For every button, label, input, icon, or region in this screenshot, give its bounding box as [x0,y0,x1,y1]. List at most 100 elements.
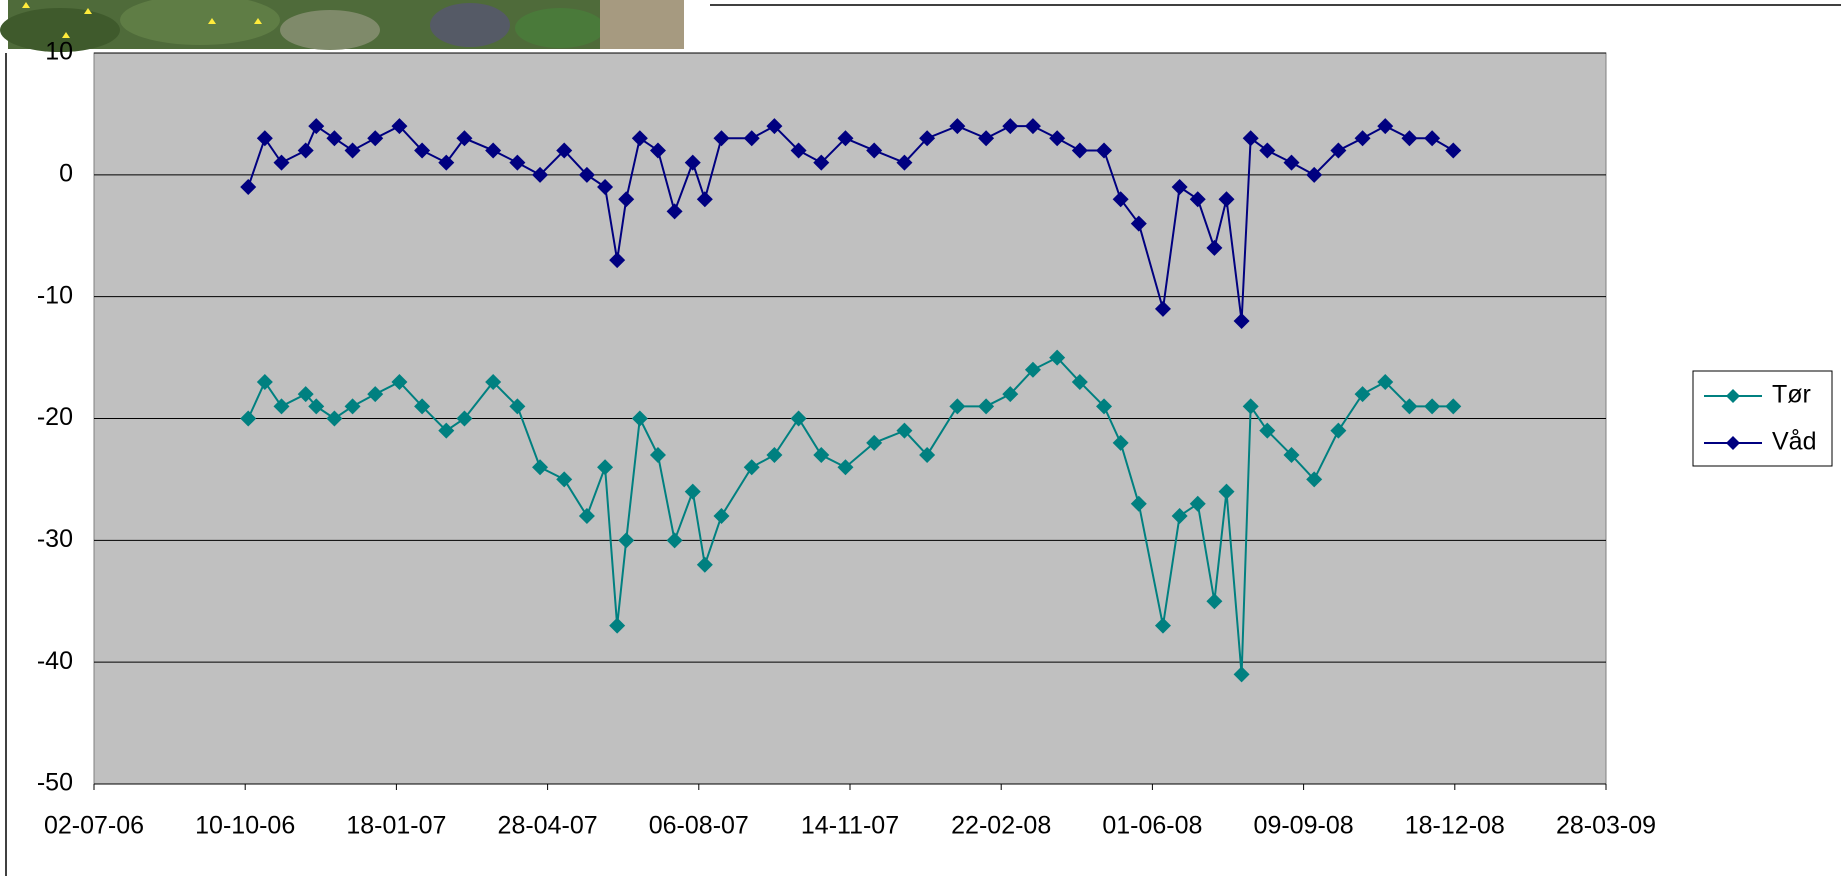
data-point [696,191,713,208]
data-point [273,398,290,415]
data-point [1206,239,1223,256]
data-point [1330,422,1347,439]
data-point [1283,154,1300,171]
data-point [578,507,595,524]
y-tick-label: -40 [37,647,73,675]
data-point [866,434,883,451]
data-point [256,130,273,147]
data-point [1112,434,1129,451]
data-point [256,373,273,390]
data-point [414,398,431,415]
data-point [1189,191,1206,208]
data-point [896,422,913,439]
data-point [1242,398,1259,415]
y-tick-label: -50 [37,769,73,797]
data-point [1377,118,1394,135]
data-point [532,459,549,476]
data-point [978,398,995,415]
data-point [240,410,257,427]
data-point [1401,130,1418,147]
y-tick-label: -10 [37,281,73,309]
data-point [837,130,854,147]
data-point [578,166,595,183]
data-point [649,142,666,159]
data-point [1024,361,1041,378]
legend-box [1692,370,1833,467]
x-tick-label: 06-08-07 [649,812,749,840]
x-tick-label: 28-03-09 [1556,812,1656,840]
data-point [609,617,626,634]
data-point [1096,398,1113,415]
data-point [308,398,325,415]
data-point [1130,495,1147,512]
data-point [631,410,648,427]
data-point [273,154,290,171]
data-point [297,142,314,159]
x-tick-label: 14-11-07 [801,812,899,840]
aerial-photo [0,0,684,52]
x-tick-label: 18-01-07 [346,812,446,840]
data-point [414,142,431,159]
data-point [308,118,325,135]
data-point [509,154,526,171]
data-point [1283,447,1300,464]
data-point [684,483,701,500]
data-point [766,118,783,135]
data-point [556,471,573,488]
data-point [1171,507,1188,524]
data-point [790,142,807,159]
legend-marker [1726,389,1740,403]
data-point [1218,191,1235,208]
data-point [1354,130,1371,147]
data-point [609,252,626,269]
x-tick-label: 22-02-08 [951,812,1051,840]
data-point [326,130,343,147]
data-point [696,556,713,573]
data-point [743,459,760,476]
data-point [649,447,666,464]
data-point [1445,142,1462,159]
x-tick-label: 02-07-06 [44,812,144,840]
y-tick-label: 10 [45,38,73,66]
data-point [1242,130,1259,147]
data-point [456,130,473,147]
data-point [618,191,635,208]
data-point [1233,313,1250,330]
data-point [1330,142,1347,159]
data-point [1218,483,1235,500]
data-point [790,410,807,427]
data-point [1306,166,1323,183]
data-point [438,422,455,439]
data-point [1071,373,1088,390]
data-point [485,373,502,390]
data-point [597,179,614,196]
data-point [556,142,573,159]
data-point [813,447,830,464]
x-tick-label: 09-09-08 [1254,812,1354,840]
data-point [485,142,502,159]
data-point [1171,179,1188,196]
data-point [949,118,966,135]
data-point [1259,422,1276,439]
data-point [1377,373,1394,390]
data-point [666,203,683,220]
data-point [666,532,683,549]
x-tick-label: 28-04-07 [498,812,598,840]
legend-label: Våd [1772,428,1816,456]
data-point [1071,142,1088,159]
data-point [391,118,408,135]
data-point [1002,118,1019,135]
data-point [713,507,730,524]
data-point [344,398,361,415]
data-point [532,166,549,183]
data-point [1259,142,1276,159]
data-point [367,386,384,403]
data-point [1306,471,1323,488]
x-tick-label: 18-12-08 [1405,812,1505,840]
data-point [1424,398,1441,415]
data-point [1049,130,1066,147]
data-point [597,459,614,476]
data-point [866,142,883,159]
data-point [1002,386,1019,403]
